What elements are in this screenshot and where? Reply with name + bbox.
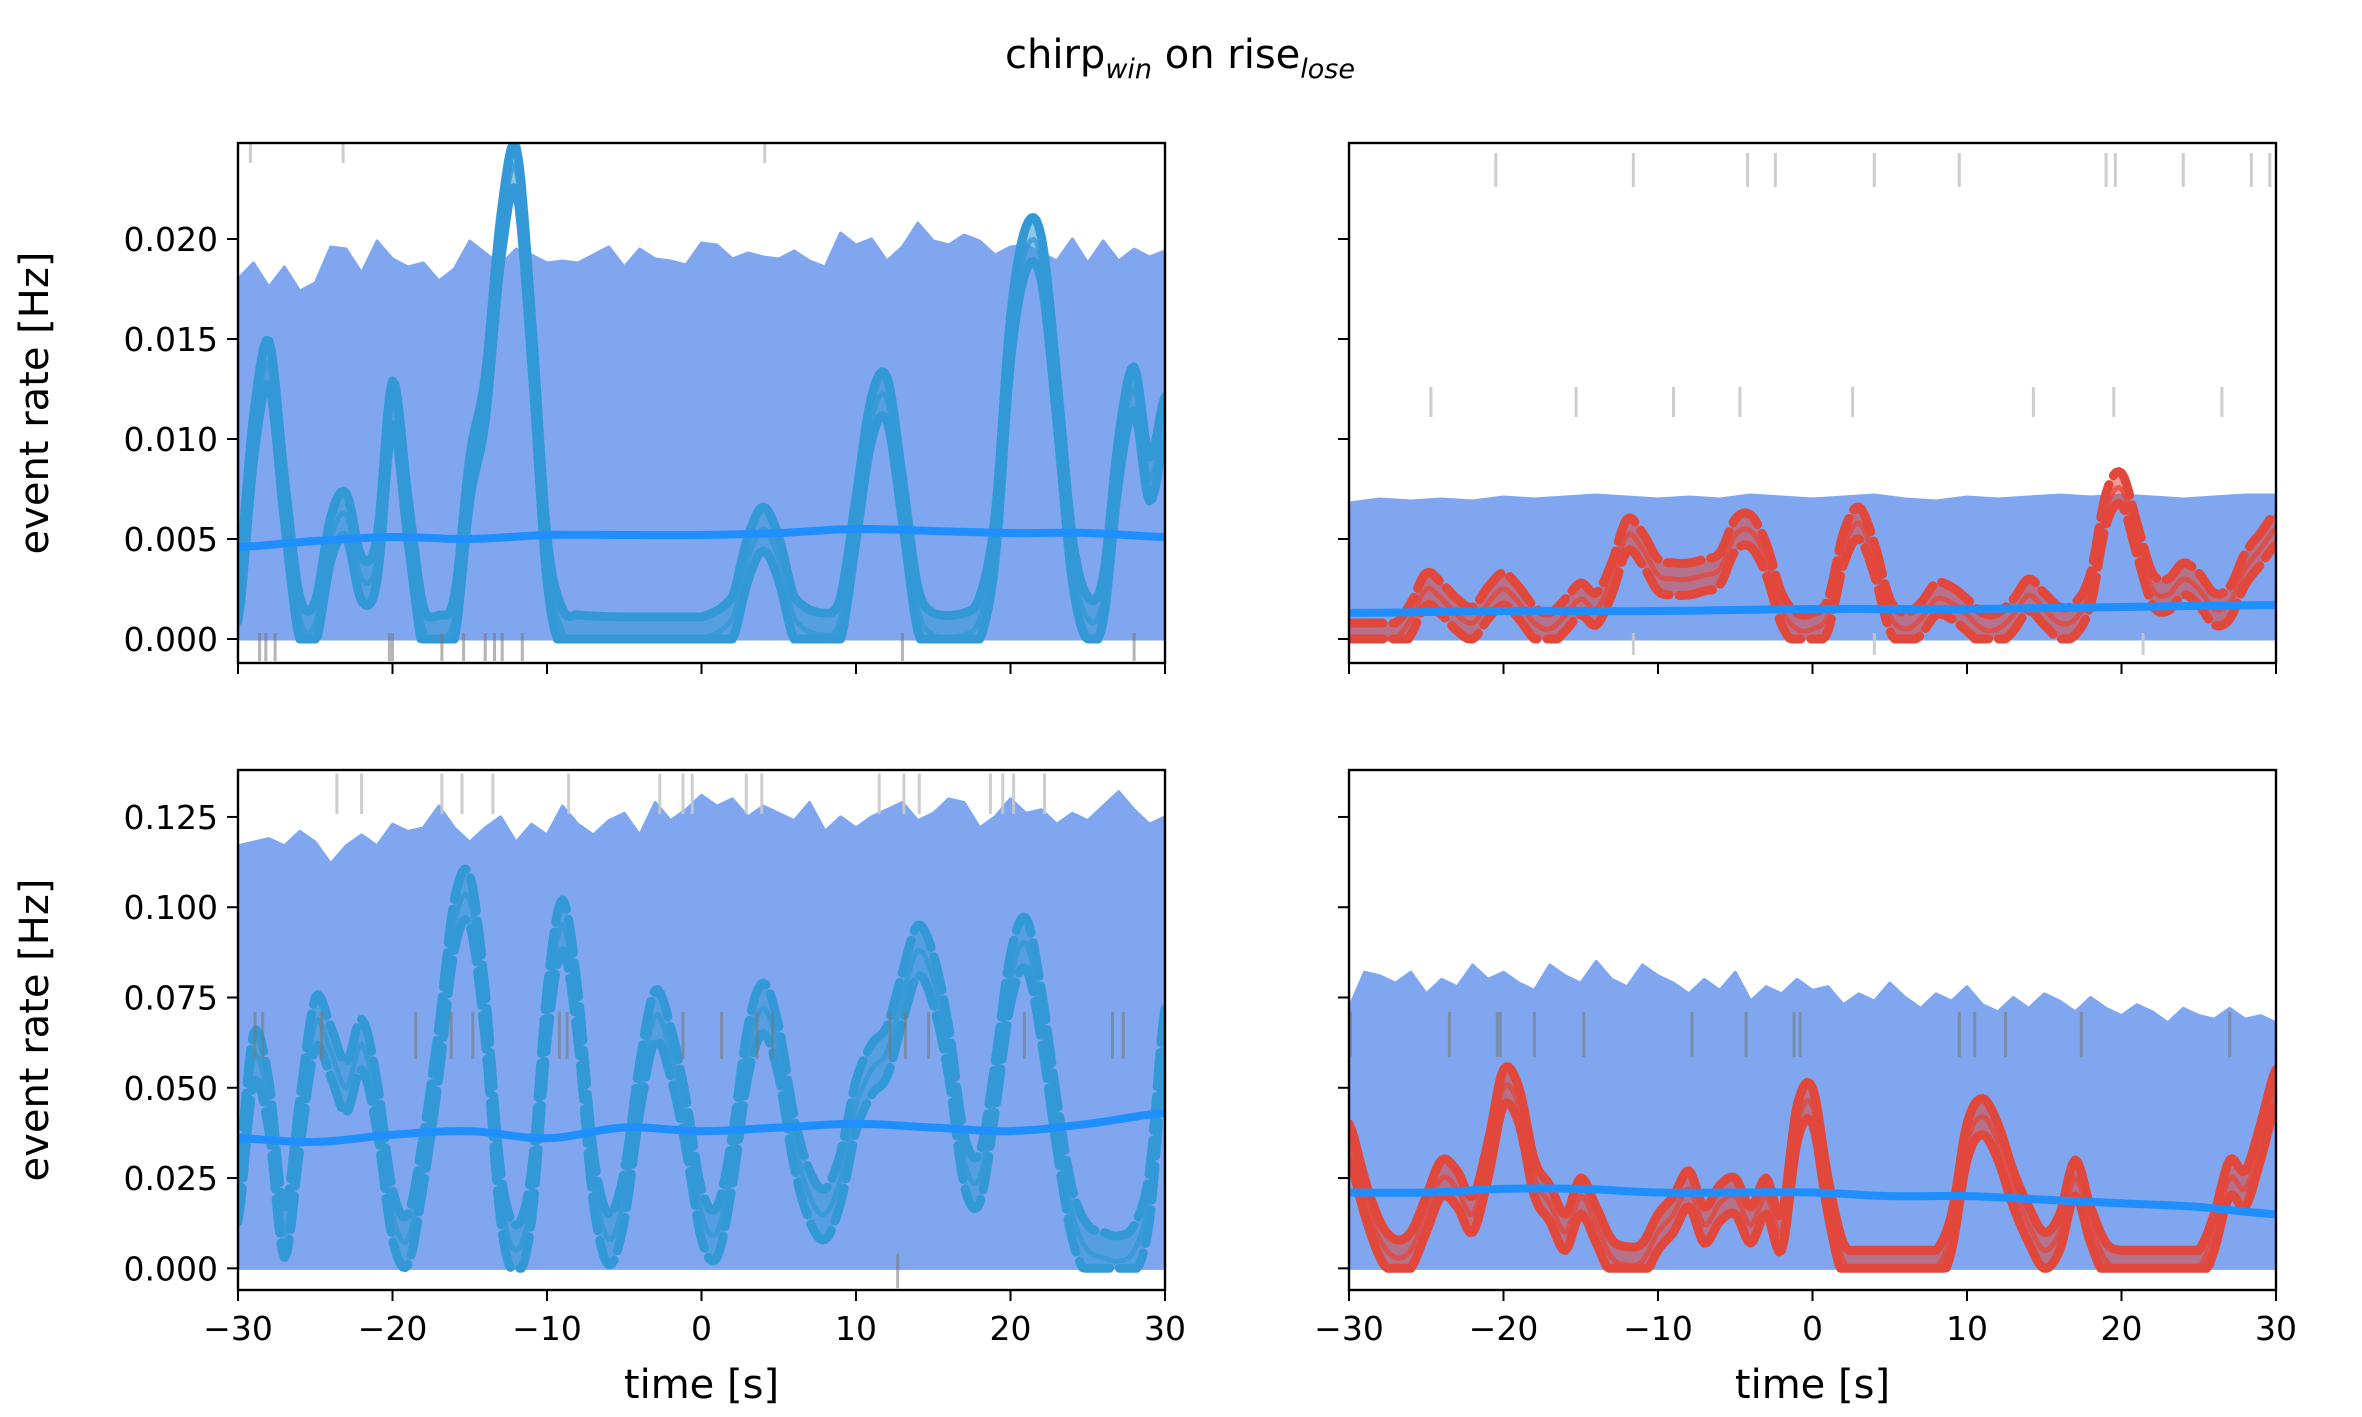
y-tick-label: 0.025 [124, 1159, 218, 1198]
spike-rate-line [1349, 484, 2276, 642]
x-axis-label: time [s] [624, 1362, 779, 1408]
x-tick-label: 20 [2101, 1309, 2143, 1348]
title-base: chirp [1005, 32, 1105, 78]
title-mid: on rise [1152, 32, 1300, 78]
y-tick-label: 0.020 [124, 220, 218, 259]
y-tick-label: 0.075 [124, 979, 218, 1018]
x-tick-label: 0 [1802, 1309, 1823, 1348]
spike-rate-upper-line [238, 864, 1165, 1241]
x-tick-label: 10 [1946, 1309, 1988, 1348]
x-tick-label: −20 [358, 1309, 428, 1348]
title-subscript-lose: lose [1300, 54, 1355, 85]
spike-rate-lower-line [1349, 499, 2276, 644]
x-tick-label: 0 [691, 1309, 712, 1348]
x-tick-label: −30 [203, 1309, 273, 1348]
x-tick-label: 30 [1144, 1309, 1186, 1348]
y-tick-label: 0.000 [124, 620, 218, 659]
y-tick-label: 0.050 [124, 1069, 218, 1108]
panel-bottom-left: 0.000 0.025 0.050 0.075 0.100 0.125 −30 −20 −10 0… [12, 768, 1186, 1408]
y-tick-label: 0.010 [124, 420, 218, 459]
spike-rate-upper-line [238, 143, 1165, 622]
spike-rate-line [238, 891, 1165, 1264]
x-tick-label: 30 [2255, 1309, 2297, 1348]
x-tick-label: 10 [835, 1309, 877, 1348]
x-tick-label: 20 [990, 1309, 1032, 1348]
plot-area [1349, 959, 2276, 1273]
y-tick-label: 0.005 [124, 520, 218, 559]
y-tick-label: 0.015 [124, 320, 218, 359]
median-line [1349, 601, 2276, 617]
x-tick-label: −30 [1314, 1309, 1384, 1348]
plot-area [238, 143, 1165, 661]
y-tick-label: 0.000 [124, 1249, 218, 1288]
spike-rate-line [1349, 1082, 2276, 1271]
y-tick-label: 0.125 [124, 798, 218, 837]
y-axis-label: event rate [Hz] [12, 879, 58, 1182]
median-line [238, 525, 1165, 551]
y-axis-label: event rate [Hz] [12, 252, 58, 555]
spike-rate-lower-line [238, 915, 1165, 1273]
spike-rate-upper-line [1349, 1062, 2276, 1255]
x-tick-label: −20 [1469, 1309, 1539, 1348]
plot-area [238, 773, 1165, 1289]
median-line [1349, 1184, 2276, 1219]
y-tick-label: 0.100 [124, 888, 218, 927]
panels: 0.000 0.005 0.010 0.015 0.020 event rate [Hz]… [12, 141, 2297, 1408]
x-tick-label: −10 [1623, 1309, 1693, 1348]
spike-rate-line [238, 160, 1165, 642]
x-axis-label: time [s] [1735, 1362, 1890, 1408]
panel-top-left: 0.000 0.005 0.010 0.015 0.020 event rate [Hz] [12, 141, 1167, 674]
panel-bottom-right: −30 −20 −10 0 10 20 30 time [s] [1314, 768, 2297, 1408]
plot-area [1349, 153, 2276, 655]
x-tick-label: −10 [512, 1309, 582, 1348]
title-subscript-win: win [1105, 54, 1152, 85]
panel-top-right [1338, 141, 2278, 674]
median-line [238, 1109, 1165, 1147]
figure-title: chirpwin on riselose [1005, 32, 1355, 85]
